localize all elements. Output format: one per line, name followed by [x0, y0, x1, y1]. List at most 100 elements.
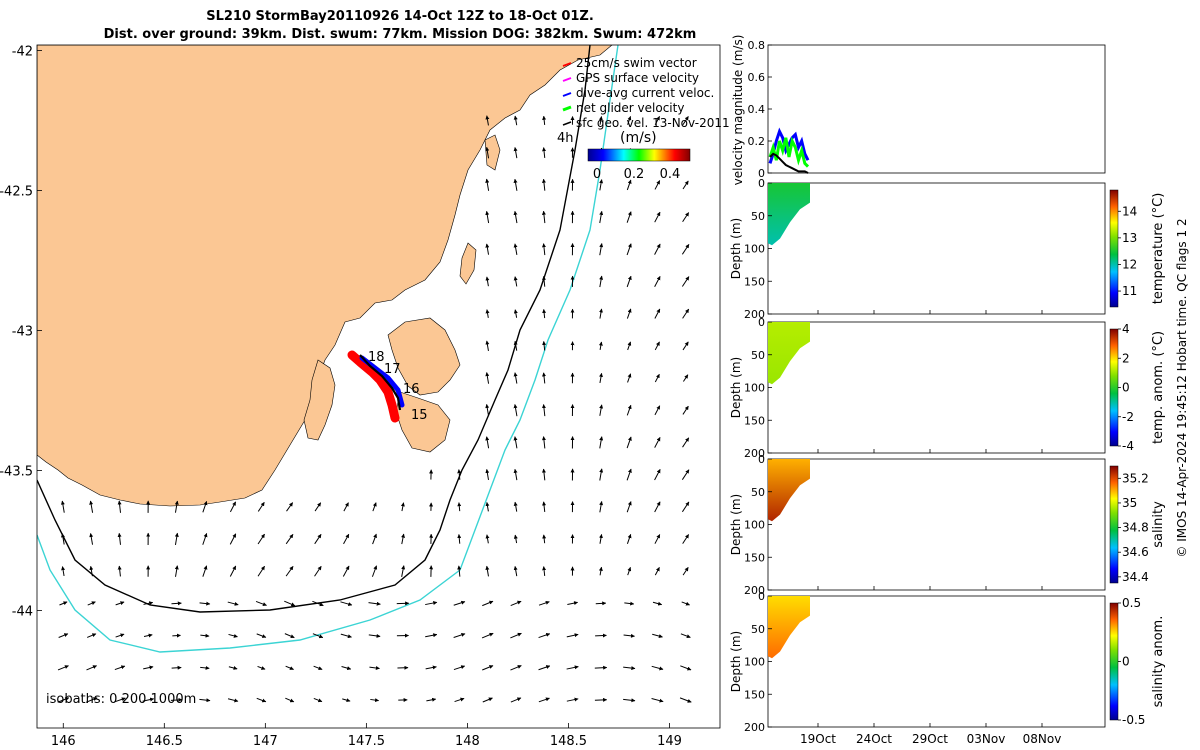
geo-vector — [654, 180, 661, 190]
geo-vector — [482, 665, 494, 671]
speed-tick-1: 0.2 — [624, 167, 645, 182]
legend-sfc-mark — [562, 121, 572, 126]
geo-vector — [679, 697, 692, 703]
geo-vector — [453, 665, 466, 671]
geo-vector — [566, 665, 579, 670]
geo-vector — [542, 534, 547, 544]
geo-vector — [454, 697, 465, 703]
salinity-anomaly-section-y-tick-label: 100 — [744, 656, 765, 669]
geo-vector — [599, 468, 604, 481]
geo-vector — [59, 601, 68, 606]
geo-vector — [229, 533, 237, 545]
geo-vector — [682, 567, 689, 576]
geo-vector — [285, 533, 294, 545]
salinity-anomaly-section-colorbar-tick-label: -0.5 — [1122, 713, 1145, 727]
geo-vector — [682, 534, 690, 544]
geo-vector — [513, 243, 518, 255]
geo-vector — [541, 178, 546, 191]
temperature-section-colorbar-tick-label: 14 — [1122, 204, 1137, 218]
salinity-section-ylabel: Depth (m) — [729, 494, 743, 555]
geo-vector — [372, 502, 377, 512]
geo-vector — [654, 469, 661, 481]
geo-vector — [652, 633, 663, 639]
geo-vector — [599, 372, 603, 384]
geo-vector — [485, 276, 490, 287]
speed-tick-2: 0.4 — [660, 167, 681, 182]
geo-vector — [57, 697, 70, 703]
geo-vector — [485, 146, 490, 159]
geo-vector — [343, 533, 350, 545]
geo-vector — [513, 565, 518, 577]
geo-vector — [314, 565, 322, 577]
geo-vector — [485, 340, 490, 351]
geo-vector — [372, 533, 377, 545]
salinity-section-y-tick-label: 100 — [744, 519, 765, 532]
velocity-panel: 0 0.2 0.4 0.6 0.8 velocity magnitude (m/s) — [731, 35, 1106, 185]
salinity-anomaly-section-colorbar-tick-label: 0.5 — [1122, 596, 1141, 610]
map-y-tick-label: -42 — [12, 45, 33, 60]
temperature-section-colorbar — [1109, 189, 1119, 308]
geo-vector — [115, 601, 125, 606]
geo-vector — [680, 633, 691, 639]
temperature-section: 0 50 100 150 200 Depth (m) 14 13 12 11 temperature… — [729, 177, 1166, 321]
geo-vector — [117, 500, 122, 513]
geo-vector — [401, 565, 406, 577]
geo-vector — [342, 698, 351, 703]
geo-vector — [599, 436, 604, 449]
salinity-section-y-tick-label: 150 — [744, 551, 765, 564]
map-frame — [36, 44, 721, 729]
maria-island — [459, 242, 477, 285]
geo-vector — [538, 665, 551, 671]
geo-vector — [202, 533, 208, 545]
salinity-anomaly-section-y-tick-label: 0 — [758, 590, 765, 603]
geo-vector — [60, 500, 65, 513]
geo-vector — [598, 116, 603, 125]
map-x-axis: 146 146.5 147 147.5 148 148.5 149 — [51, 723, 682, 749]
geo-vector — [485, 372, 490, 384]
geo-vector — [542, 275, 547, 287]
geo-vector — [682, 405, 689, 415]
salinity-section-colorbar-tick-label: 34.6 — [1122, 545, 1149, 559]
speed-tick-0: 0 — [593, 167, 601, 182]
temperature-anomaly-section-colorbar-label: temp. anom. (°C) — [1151, 331, 1166, 444]
geo-vector — [513, 147, 518, 159]
geo-vector — [513, 340, 518, 351]
legend-current-label: dive-avg current veloc. — [576, 86, 714, 100]
geo-vector — [314, 502, 322, 512]
salinity-section-colorbar-tick-label: 35.2 — [1122, 471, 1149, 485]
geo-vector — [400, 502, 405, 512]
velocity-y-tick-label: 0.8 — [748, 39, 766, 52]
geo-vector — [654, 211, 661, 223]
tasman-peninsula — [395, 391, 451, 453]
geo-vector — [541, 210, 546, 224]
salinity-section-frame — [767, 458, 1106, 591]
velocity-y-tick-label: 0.4 — [748, 103, 766, 116]
geo-vector — [171, 665, 182, 670]
geo-vector — [626, 179, 632, 191]
temperature-anomaly-section-colorbar-tick-label: -4 — [1122, 439, 1134, 453]
geo-vector — [368, 633, 381, 638]
geo-vector — [228, 633, 238, 638]
geo-vector — [510, 632, 522, 639]
velocity-y-tick-label: 0.2 — [748, 135, 766, 148]
geo-vector — [314, 533, 322, 545]
geo-vector — [85, 697, 98, 703]
geo-vector — [60, 533, 65, 545]
geo-vector — [542, 147, 547, 159]
temperature-section-ylabel: Depth (m) — [729, 218, 743, 279]
geo-vector — [199, 698, 211, 703]
geo-vector — [510, 600, 522, 607]
salinity-anomaly-section-y-tick-label: 150 — [744, 688, 765, 701]
geo-vector — [457, 469, 462, 480]
geo-vector — [61, 566, 66, 577]
geo-vector — [257, 501, 265, 512]
geo-vector — [485, 565, 490, 577]
geo-vector — [174, 532, 179, 546]
geo-vector — [143, 601, 154, 606]
geo-vector — [86, 665, 97, 671]
geo-vector — [567, 601, 579, 606]
legend-gps-mark — [562, 77, 572, 82]
geo-vector — [174, 565, 179, 577]
geo-vector — [566, 633, 579, 638]
day-label-15: 15 — [411, 408, 428, 423]
